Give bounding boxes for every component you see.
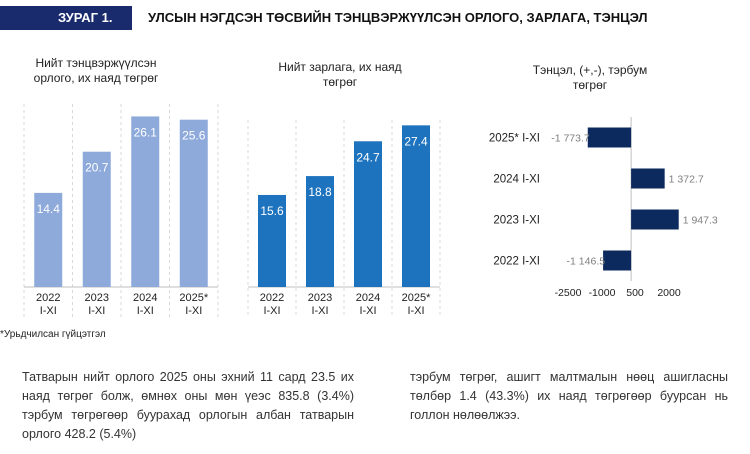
chart1-value-label: 26.1 bbox=[134, 125, 158, 139]
chart2-bar-3 bbox=[354, 141, 382, 287]
chart3-value-label: 1 947.3 bbox=[683, 215, 718, 227]
chart1-category-label: I-XI bbox=[88, 305, 105, 317]
chart2-title-line: Нийт зарлага, их наяд bbox=[278, 60, 401, 74]
chart3-x-tick-label: -1000 bbox=[589, 287, 616, 299]
chart3-bar-1 bbox=[587, 127, 632, 148]
chart1-title-line: Нийт тэнцвэржүүлсэн bbox=[35, 56, 156, 70]
chart1-category-label: I-XI bbox=[185, 305, 202, 317]
chart1-bar-2 bbox=[82, 151, 111, 287]
chart3-bar-3 bbox=[631, 209, 679, 230]
chart2-category-label: 2022 bbox=[260, 292, 284, 304]
chart2-category-label: I-XI bbox=[263, 305, 280, 317]
chart2-value-label: 27.4 bbox=[404, 134, 428, 148]
chart3-category-label: 2023 I-XI bbox=[493, 215, 540, 227]
chart3-bar-4 bbox=[603, 250, 632, 271]
body-text-right: тэрбум төгрөг, ашигт малтмалын нөөц ашиг… bbox=[410, 370, 728, 422]
chart2-category-label: 2024 bbox=[356, 292, 380, 304]
figure-number-badge: ЗУРАГ 1. bbox=[0, 6, 132, 30]
chart1-value-label: 20.7 bbox=[85, 161, 109, 175]
chart3-value-label: 1 372.7 bbox=[669, 174, 704, 186]
chart2-value-label: 18.8 bbox=[308, 185, 332, 199]
chart1-value-label: 25.6 bbox=[182, 129, 206, 143]
chart3-title-line: төгрөг bbox=[573, 78, 608, 92]
chart2-value-label: 24.7 bbox=[356, 150, 380, 164]
figure-title: УЛСЫН НЭГДСЭН ТӨСВИЙН ТЭНЦВЭРЖҮҮЛСЭН ОРЛ… bbox=[148, 10, 648, 25]
chart3-category-label: 2022 I-XI bbox=[493, 256, 540, 268]
chart3-bar-2 bbox=[631, 168, 665, 189]
chart1-category-label: 2024 bbox=[133, 292, 157, 304]
chart3-x-tick-label: 2000 bbox=[657, 287, 681, 299]
chart1-bar-4 bbox=[179, 119, 208, 287]
chart2-category-label: 2025* bbox=[402, 292, 431, 304]
chart1-category-label: I-XI bbox=[40, 305, 57, 317]
chart2-category-label: I-XI bbox=[311, 305, 328, 317]
chart2-category-label: 2023 bbox=[308, 292, 332, 304]
chart1-value-label: 14.4 bbox=[37, 202, 61, 216]
chart3-value-label: -1 146.5 bbox=[567, 256, 606, 268]
chart3-category-label: 2024 I-XI bbox=[493, 174, 540, 186]
chart1-bar-1 bbox=[34, 192, 63, 287]
chart2-title-line: төгрөг bbox=[323, 75, 358, 89]
chart1-category-label: 2022 bbox=[36, 292, 60, 304]
chart2-category-label: I-XI bbox=[407, 305, 424, 317]
chart3-x-tick-label: 500 bbox=[626, 287, 644, 299]
chart2-bar-1 bbox=[258, 194, 286, 287]
chart2-bar-4 bbox=[402, 125, 430, 287]
footnote: *Урьдчилсан гүйцэтгэл bbox=[0, 329, 106, 340]
chart1-category-label: 2025* bbox=[179, 292, 208, 304]
chart1-title-line: орлого, их наяд төгрөг bbox=[34, 71, 159, 85]
chart2-value-label: 15.6 bbox=[260, 204, 284, 218]
figure-header: ЗУРАГ 1. УЛСЫН НЭГДСЭН ТӨСВИЙН ТЭНЦВЭРЖҮ… bbox=[0, 0, 750, 40]
chart3-x-tick-label: -2500 bbox=[555, 287, 582, 299]
chart3-title-line: Тэнцэл, (+,-), тэрбум bbox=[533, 63, 648, 77]
chart1-category-label: 2023 bbox=[85, 292, 109, 304]
chart2-bar-2 bbox=[306, 176, 334, 287]
chart1-bar-3 bbox=[131, 116, 160, 288]
chart3-category-label: 2025* I-XI bbox=[489, 133, 540, 145]
chart3-value-label: -1 773.7 bbox=[551, 133, 590, 145]
chart1-category-label: I-XI bbox=[137, 305, 154, 317]
chart2-category-label: I-XI bbox=[359, 305, 376, 317]
body-text-left: Татварын нийт орлого 2025 оны эхний 11 с… bbox=[22, 370, 354, 441]
